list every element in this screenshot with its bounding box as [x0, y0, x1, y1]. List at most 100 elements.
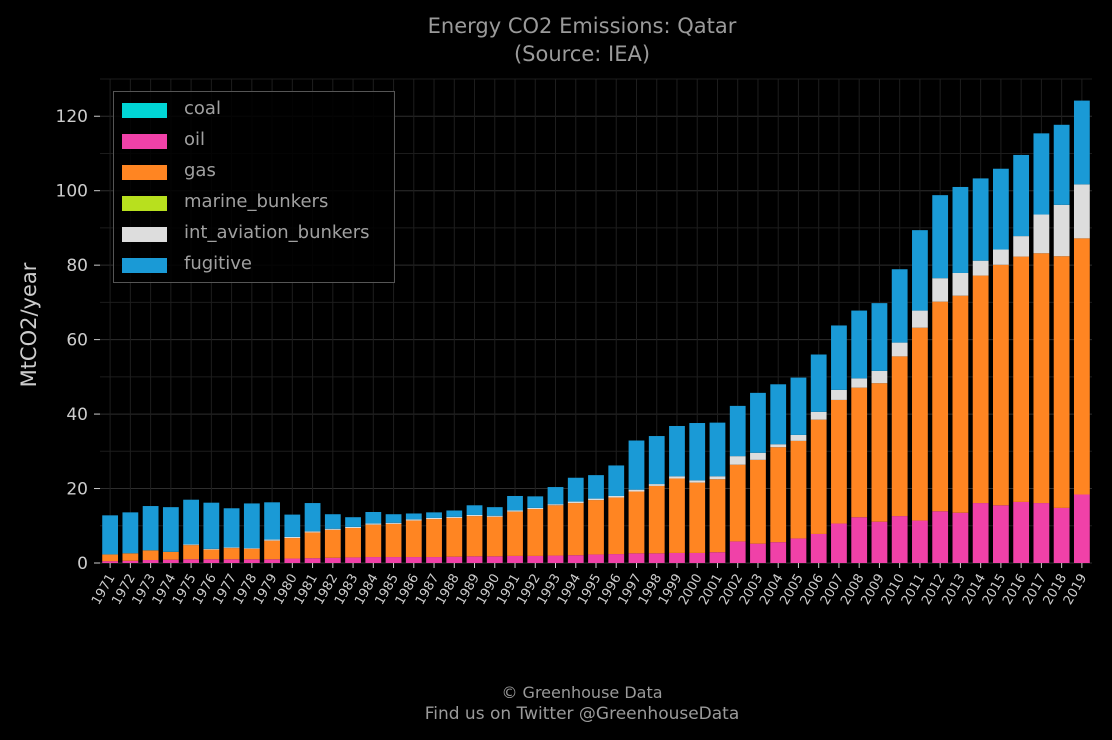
bar-int_aviation_bunkers-2018	[1053, 204, 1070, 257]
bar-fugitive-1987	[426, 512, 442, 518]
bar-gas-1981	[304, 532, 321, 559]
bar-int_aviation_bunkers-1977	[223, 547, 240, 549]
legend-swatch	[122, 103, 167, 118]
bar-int_aviation_bunkers-1993	[547, 504, 564, 506]
bar-fugitive-2014	[972, 178, 989, 261]
bar-fugitive-1978	[243, 503, 260, 549]
bar-gas-1986	[405, 520, 422, 558]
bar-oil-2007	[831, 523, 847, 563]
bar-fugitive-2001	[709, 422, 726, 477]
bar-oil-1980	[284, 558, 301, 563]
bar-fugitive-1973	[142, 506, 159, 551]
bar-gas-1978	[243, 548, 260, 560]
bar-oil-2014	[972, 503, 989, 563]
bar-int_aviation_bunkers-2015	[993, 249, 1009, 265]
bar-oil-1990	[486, 556, 503, 563]
legend-label: coal	[184, 98, 221, 119]
bar-int_aviation_bunkers-2002	[729, 456, 746, 465]
bar-int_aviation_bunkers-1994	[567, 501, 584, 504]
bar-int_aviation_bunkers-1990	[486, 515, 503, 517]
bar-fugitive-2003	[750, 392, 766, 453]
y-tick-label: 0	[77, 554, 88, 574]
bar-gas-2004	[770, 447, 787, 543]
bar-fugitive-1999	[669, 425, 685, 477]
bar-int_aviation_bunkers-2001	[709, 476, 726, 480]
bar-fugitive-2016	[1013, 154, 1030, 237]
bar-gas-2005	[790, 440, 807, 539]
bar-gas-2018	[1053, 256, 1070, 508]
bar-fugitive-1983	[345, 517, 361, 527]
bar-gas-1994	[567, 503, 584, 556]
bar-gas-1991	[507, 511, 523, 556]
bar-oil-1982	[324, 557, 341, 563]
bar-gas-1972	[122, 553, 139, 561]
footer-twitter: Find us on Twitter @GreenhouseData	[424, 704, 740, 724]
bar-fugitive-1976	[203, 502, 220, 549]
legend-swatch	[122, 134, 167, 149]
y-tick-label: 80	[66, 256, 88, 276]
bar-oil-1974	[162, 559, 179, 563]
bar-oil-2010	[891, 516, 908, 563]
bar-int_aviation_bunkers-1991	[507, 510, 523, 512]
bar-fugitive-1971	[102, 515, 119, 555]
bar-gas-1987	[426, 519, 442, 558]
bar-int_aviation_bunkers-2011	[912, 310, 928, 328]
legend-swatch	[122, 165, 167, 180]
bar-oil-2000	[689, 552, 706, 563]
bar-gas-1979	[264, 540, 280, 560]
bar-oil-1986	[405, 557, 422, 563]
bar-oil-1997	[628, 553, 645, 563]
bar-gas-1997	[628, 491, 645, 554]
bar-fugitive-2019	[1073, 100, 1090, 185]
bar-int_aviation_bunkers-1979	[264, 539, 280, 541]
bar-oil-1981	[304, 558, 321, 563]
bar-oil-1995	[588, 554, 604, 563]
bar-oil-1978	[243, 559, 260, 563]
bar-gas-1983	[345, 528, 361, 558]
bar-fugitive-2015	[993, 168, 1009, 250]
bar-int_aviation_bunkers-2004	[770, 444, 787, 448]
bar-int_aviation_bunkers-1986	[405, 519, 422, 521]
chart-title: Energy CO2 Emissions: Qatar	[427, 14, 737, 38]
bar-gas-1999	[669, 478, 685, 553]
bar-fugitive-2009	[871, 303, 888, 371]
bar-fugitive-2005	[790, 377, 807, 435]
bar-fugitive-1972	[122, 512, 139, 554]
bar-fugitive-1994	[567, 477, 584, 502]
bar-oil-2002	[729, 541, 746, 563]
bar-gas-2009	[871, 383, 888, 522]
bar-gas-1982	[324, 529, 341, 558]
bar-oil-1975	[183, 559, 199, 563]
bar-fugitive-1995	[588, 475, 604, 499]
chart-subtitle: (Source: IEA)	[513, 42, 651, 66]
bar-int_aviation_bunkers-1983	[345, 526, 361, 529]
bar-int_aviation_bunkers-1984	[365, 523, 382, 525]
bar-oil-2005	[790, 538, 807, 563]
bar-gas-1975	[183, 545, 199, 560]
bar-fugitive-2008	[851, 310, 868, 379]
bar-oil-2018	[1053, 507, 1070, 563]
bar-oil-1994	[567, 555, 584, 563]
bar-gas-2013	[952, 295, 969, 513]
legend-label: oil	[184, 129, 206, 150]
bar-int_aviation_bunkers-2007	[831, 389, 847, 400]
bar-oil-1988	[446, 556, 463, 563]
bar-int_aviation_bunkers-2016	[1013, 236, 1030, 257]
bar-oil-2004	[770, 542, 787, 563]
legend-label: marine_bunkers	[184, 191, 329, 212]
bar-fugitive-1997	[628, 440, 645, 490]
bar-oil-1977	[223, 559, 240, 563]
bar-oil-2008	[851, 517, 868, 563]
bar-gas-1973	[142, 550, 159, 561]
bar-fugitive-1980	[284, 514, 301, 537]
legend-label: fugitive	[184, 253, 252, 274]
bar-gas-1990	[486, 516, 503, 557]
bar-gas-2016	[1013, 256, 1030, 502]
bar-fugitive-2010	[891, 269, 908, 343]
bar-fugitive-2013	[952, 186, 969, 273]
bar-oil-1971	[102, 561, 119, 563]
bar-fugitive-2007	[831, 325, 847, 390]
bar-oil-1993	[547, 555, 564, 563]
bar-gas-2001	[709, 479, 726, 553]
